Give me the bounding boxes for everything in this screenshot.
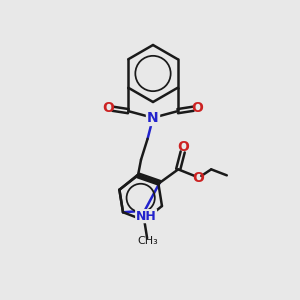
Text: O: O (177, 140, 189, 154)
Text: O: O (192, 171, 204, 185)
Text: N: N (147, 111, 159, 125)
Text: O: O (103, 100, 115, 115)
Text: O: O (191, 100, 203, 115)
Text: NH: NH (136, 210, 157, 223)
Text: CH₃: CH₃ (138, 236, 158, 246)
